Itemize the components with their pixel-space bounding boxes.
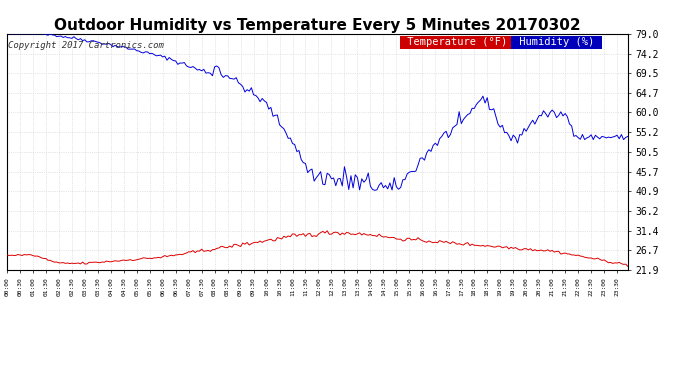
Title: Outdoor Humidity vs Temperature Every 5 Minutes 20170302: Outdoor Humidity vs Temperature Every 5 … [54,18,581,33]
Text: Humidity (%): Humidity (%) [513,37,600,47]
Text: Copyright 2017 Cartronics.com: Copyright 2017 Cartronics.com [8,41,164,50]
Text: Temperature (°F): Temperature (°F) [401,37,514,47]
